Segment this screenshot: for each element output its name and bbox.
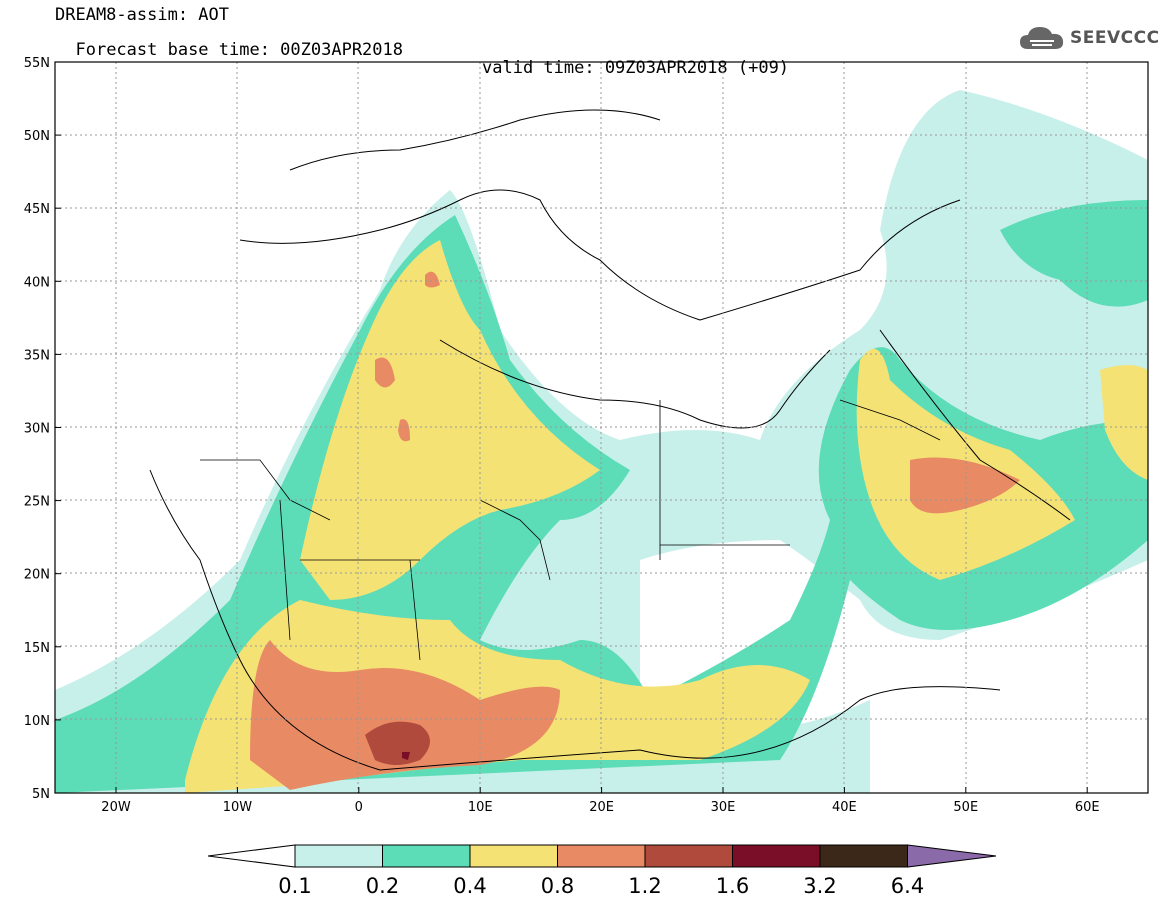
colorbar-label: 1.2 [628, 874, 661, 898]
coastline-europe [239, 109, 961, 321]
coastline-africa [149, 329, 1071, 771]
forecast-time-line: Forecast base time: 00Z03APR2018 valid t… [55, 23, 789, 77]
colorbar-label: 0.8 [541, 874, 574, 898]
lon-label: 60E [1075, 800, 1100, 815]
logo-text: SEEVCCC [1070, 28, 1160, 48]
lon-label: 10W [223, 800, 253, 815]
colorbar-label: 0.1 [278, 874, 311, 898]
lat-label: 15N [24, 641, 50, 656]
aot-map: 55N 50N 45N 40N 35N 30N 25N 20N 15N 10N 5N 20W 10W 0… [24, 56, 1149, 815]
lat-label: 45N [24, 202, 50, 217]
latitude-labels: 55N 50N 45N 40N 35N 30N 25N 20N 15N 10N 5N [24, 56, 61, 802]
longitude-labels: 20W 10W 0 10E 20E 30E 40E 50E 60E [101, 787, 1100, 815]
lon-label: 20W [101, 800, 131, 815]
lat-label: 55N [24, 56, 50, 71]
colorbar-box [819, 844, 908, 868]
valid-time: valid time: 09Z03APR2018 (+09) [482, 58, 790, 78]
gridlines [55, 62, 1148, 793]
lat-label: 10N [24, 714, 50, 729]
colorbar-box [469, 844, 558, 868]
colorbar-box [294, 844, 383, 868]
lon-label: 0 [355, 800, 363, 815]
lat-label: 35N [24, 348, 50, 363]
aot-band-0.4 [300, 240, 600, 600]
map-title: DREAM8-assim: AOT [55, 5, 229, 25]
colorbar-box [644, 844, 733, 868]
colorbar-high-arrow [907, 844, 997, 868]
aot-band-0.8b [910, 457, 1020, 514]
lat-label: 40N [24, 275, 50, 290]
colorbar-label: 0.4 [453, 874, 486, 898]
lon-label: 30E [711, 800, 736, 815]
aot-band-1.6 [402, 752, 410, 760]
lat-label: 25N [24, 495, 50, 510]
colorbar-box [557, 844, 646, 868]
colorbar-label: 6.4 [891, 874, 924, 898]
colorbar-low-arrow [207, 844, 296, 868]
colorbar-label: 0.2 [366, 874, 399, 898]
colorbar-box [732, 844, 821, 868]
country-borders [200, 399, 941, 661]
colorbar-label: 1.6 [716, 874, 749, 898]
lon-label: 50E [953, 800, 978, 815]
lon-label: 10E [468, 800, 493, 815]
colorbar: 0.1 0.2 0.4 0.8 1.2 1.6 3.2 6.4 [207, 844, 997, 898]
lon-label: 20E [589, 800, 614, 815]
lat-label: 20N [24, 568, 50, 583]
lon-label: 40E [832, 800, 857, 815]
lat-label: 5N [32, 787, 50, 802]
aot-band-1.2 [365, 721, 430, 765]
cloud-icon [1020, 27, 1064, 49]
aot-band-0.8 [250, 640, 560, 790]
lat-label: 30N [24, 422, 50, 437]
base-time: Forecast base time: 00Z03APR2018 [75, 40, 403, 60]
seevccc-logo: SEEVCCC [1018, 22, 1160, 54]
colorbar-box [382, 844, 471, 868]
aot-patch-east [1100, 365, 1148, 480]
colorbar-label: 3.2 [803, 874, 836, 898]
lat-label: 50N [24, 129, 50, 144]
aot-patch-caspian [1000, 200, 1148, 307]
